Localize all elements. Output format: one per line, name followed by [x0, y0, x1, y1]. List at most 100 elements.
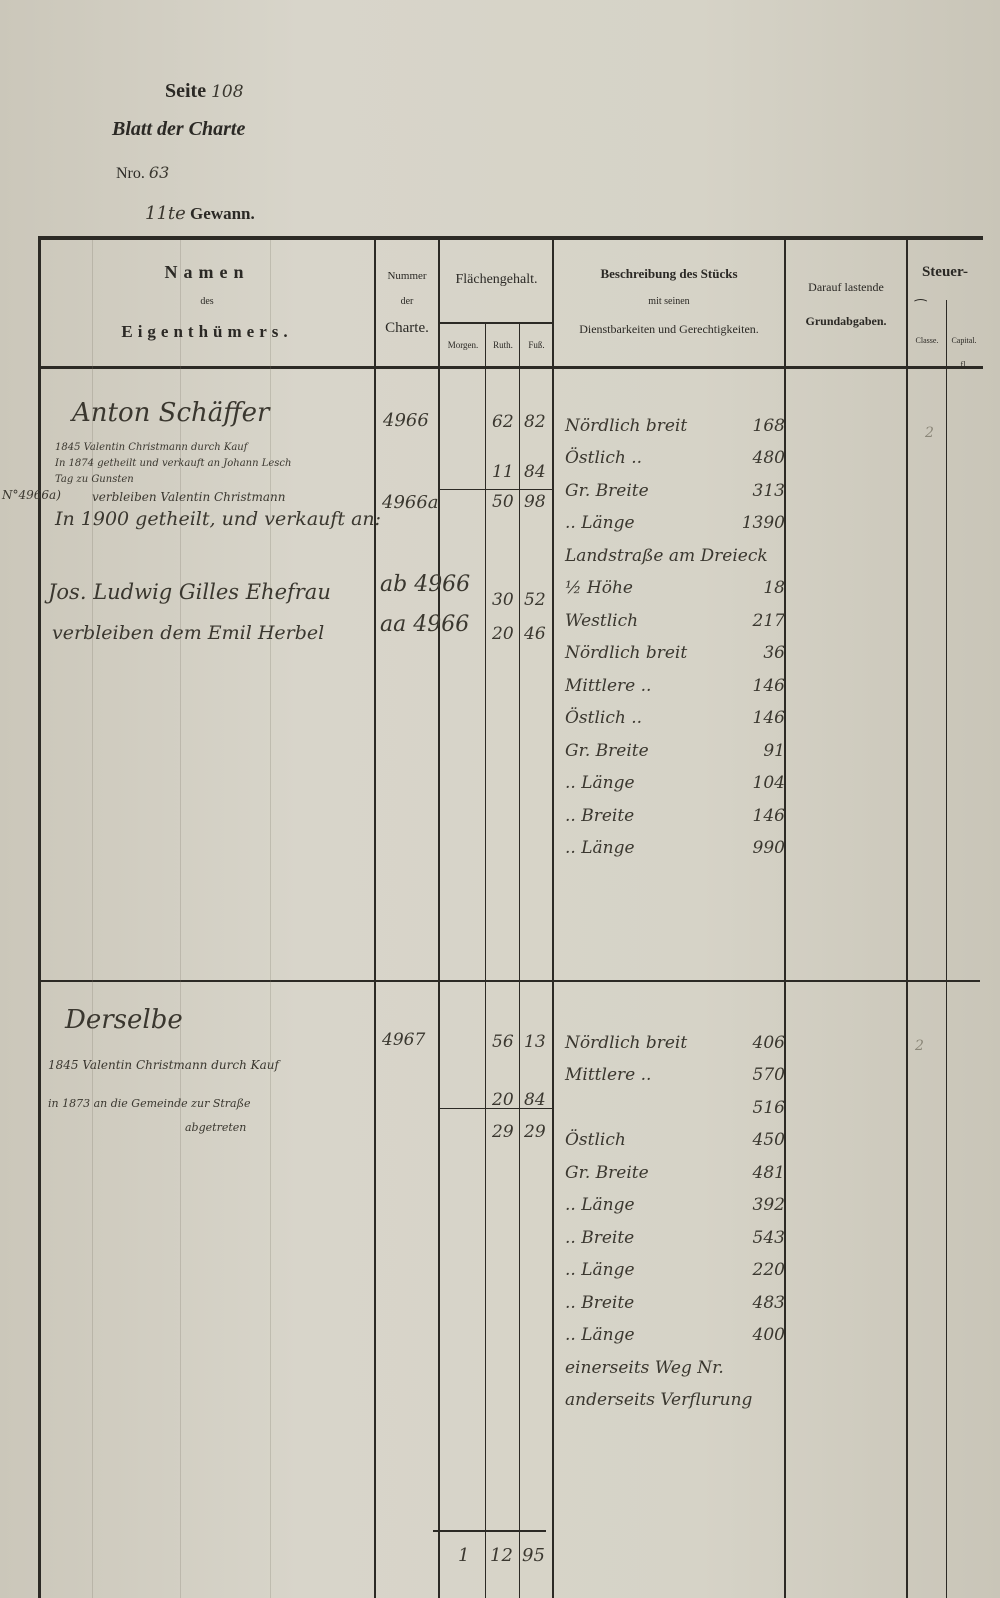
col-line-fuss: [519, 322, 520, 1598]
border-left: [38, 236, 41, 1598]
description-value: 450: [752, 1130, 785, 1150]
description-text: Westlich: [565, 610, 639, 631]
entry1-note: Tag zu Gunsten: [55, 474, 134, 485]
description-text: Mittlere ..: [565, 675, 652, 696]
description-value: 220: [752, 1260, 785, 1280]
description-value: 543: [752, 1227, 785, 1248]
description-text: .. Länge: [565, 1260, 635, 1280]
description-text: anderseits Verflurung: [565, 1390, 753, 1410]
description-value: 483: [752, 1292, 785, 1313]
header-darauf-lastende: Darauf lastende: [808, 280, 884, 294]
description-row: .. Länge 220: [565, 1248, 785, 1280]
description-row: .. Breite 483: [565, 1280, 785, 1313]
entry2-note: 1845 Valentin Christmann durch Kauf: [48, 1058, 279, 1072]
nro-text: Nro.: [116, 165, 145, 182]
entry1-margin-ref: N°4966a): [2, 488, 61, 502]
entry1-note: In 1900 getheilt, und verkauft an:: [55, 508, 382, 530]
total-fuss: 95: [522, 1545, 545, 1566]
description-text: .. Breite: [565, 1227, 635, 1248]
description-value: 104: [752, 773, 785, 793]
total-morgen: 1: [458, 1545, 470, 1566]
description-value: 146: [752, 675, 785, 696]
entry1-area-fuss: 82: [524, 412, 546, 432]
entry2-area-fuss: 84: [524, 1090, 546, 1110]
col-line-ruthen: [485, 322, 486, 1598]
description-value: 36: [763, 643, 785, 663]
description-row: .. Breite 543: [565, 1215, 785, 1248]
description-text: Gr. Breite: [565, 480, 649, 501]
description-row: Nördlich breit 168: [565, 403, 785, 436]
entry2-note: in 1873 an die Gemeinde zur Straße: [48, 1097, 251, 1110]
header-grundabgaben: Grundabgaben.: [805, 314, 887, 328]
entry1-area-fuss: 84: [524, 462, 546, 482]
entry2-owner-name: Derselbe: [65, 1005, 183, 1035]
entry2-area-ruthen: 56: [492, 1032, 514, 1052]
description-text: Nördlich breit: [565, 415, 688, 436]
description-row: Gr. Breite 313: [565, 468, 785, 501]
col-line-capital: [946, 300, 947, 1598]
entry1-owner-2: Jos. Ludwig Gilles Ehefrau: [48, 580, 331, 604]
description-value: 516: [752, 1097, 785, 1118]
header-eigenthuemers: Eigenthümers.: [121, 322, 293, 341]
entry2-area-ruthen: 29: [492, 1122, 514, 1142]
entry1-area-ruthen: 30: [492, 590, 514, 610]
description-value: 400: [752, 1325, 785, 1345]
description-row: .. Länge 392: [565, 1183, 785, 1215]
description-row: .. Länge 990: [565, 826, 785, 858]
description-text: .. Länge: [565, 1325, 635, 1345]
seite-label: Seite 108: [165, 80, 244, 103]
description-value: 1390: [741, 513, 785, 533]
entry2-note: abgetreten: [185, 1121, 247, 1134]
description-row: Nördlich breit 406: [565, 1020, 785, 1053]
entry1-charte: 4966a: [382, 492, 439, 513]
entry1-description: Nördlich breit 168 Östlich .. 480 Gr. Breite…: [565, 403, 785, 859]
description-text: ½ Höhe: [565, 578, 633, 598]
header-des: des: [200, 296, 214, 307]
entry1-charte: ab 4966: [380, 572, 471, 597]
col-line-beschr: [552, 240, 554, 1598]
description-text: .. Länge: [565, 838, 635, 858]
description-text: Östlich ..: [565, 448, 643, 468]
header-classe: Classe.: [915, 336, 939, 345]
entry1-area-ruthen: 50: [492, 492, 514, 512]
total-line: [433, 1530, 546, 1532]
header-mit-seinen: mit seinen: [648, 296, 690, 307]
description-text: .. Breite: [565, 1292, 635, 1313]
blatt-label: Blatt der Charte: [112, 118, 246, 140]
description-value: 392: [752, 1195, 785, 1215]
entry2-area-fuss: 13: [524, 1032, 546, 1052]
description-value: 570: [752, 1065, 785, 1085]
description-text: .. Länge: [565, 513, 635, 533]
seite-value: 108: [211, 82, 244, 102]
ruling: [180, 240, 181, 1598]
entry1-owner-name: Anton Schäffer: [72, 398, 270, 428]
description-text: Nördlich breit: [565, 643, 688, 663]
entry2-description: Nördlich breit 406 Mittlere .. 570 516 Östlic…: [565, 1020, 785, 1411]
col-line-charte: [374, 240, 376, 1598]
total-ruthen: 12: [490, 1545, 513, 1566]
entry2-area-fuss: 29: [524, 1122, 546, 1142]
description-text: Gr. Breite: [565, 1162, 649, 1183]
seite-text: Seite: [165, 80, 207, 102]
ruling: [270, 240, 271, 1598]
gewann-text: Gewann.: [190, 204, 255, 223]
entry2-area-ruthen: 20: [492, 1090, 514, 1110]
col-line-grund: [784, 240, 786, 1598]
description-row: .. Breite 146: [565, 793, 785, 826]
description-value: 146: [752, 805, 785, 826]
entry-divider: [40, 980, 980, 982]
header-nummer: Nummer: [387, 270, 427, 282]
entry1-area-fuss: 98: [524, 492, 546, 512]
description-row: einerseits Weg Nr.: [565, 1345, 785, 1378]
col-line-morgen: [438, 240, 440, 1598]
entry1-area-fuss: 46: [524, 624, 546, 644]
entry2-charte: 4967: [382, 1030, 426, 1050]
entry1-charte: aa 4966: [380, 612, 470, 637]
brace-icon: ⁀: [915, 301, 927, 316]
description-row: Mittlere .. 146: [565, 663, 785, 696]
nro-value: 63: [148, 163, 170, 182]
description-text: Landstraße am Dreieck: [565, 545, 768, 566]
header-capital-unit: fl.: [960, 360, 968, 369]
description-text: Gr. Breite: [565, 740, 649, 761]
description-value: 480: [752, 448, 785, 468]
